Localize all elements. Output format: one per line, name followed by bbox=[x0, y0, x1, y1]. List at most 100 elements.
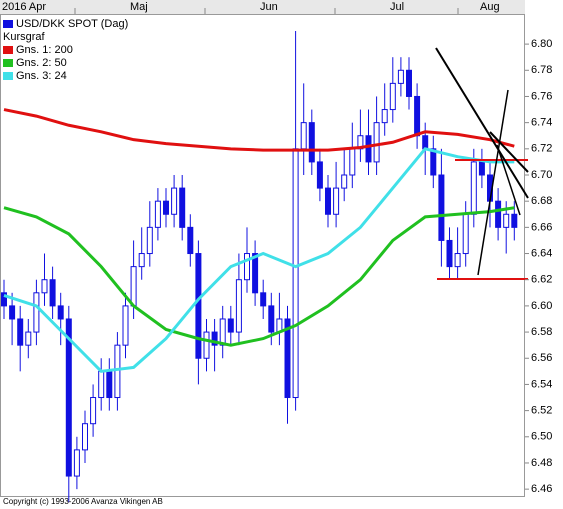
candle-body bbox=[65, 318, 72, 477]
candle-body bbox=[211, 331, 218, 346]
candle-body bbox=[284, 318, 291, 399]
month-label: Aug bbox=[480, 1, 500, 13]
candle-body bbox=[33, 292, 40, 333]
copyright: Copyright (c) 1993-2006 Avanza Vikingen … bbox=[3, 497, 163, 506]
y-tick-label: 6.52 bbox=[531, 405, 552, 417]
candle-body bbox=[349, 148, 356, 176]
candle-body bbox=[49, 279, 56, 307]
candle-body bbox=[146, 226, 153, 255]
candle-body bbox=[308, 122, 315, 163]
month-label: 2016 Apr bbox=[2, 1, 46, 13]
candle-body bbox=[41, 279, 48, 294]
candle-body bbox=[82, 423, 88, 451]
candle-body bbox=[25, 331, 32, 346]
candle-body bbox=[430, 148, 437, 176]
candle-body bbox=[122, 305, 129, 346]
candle-body bbox=[98, 370, 105, 399]
month-label: Jul bbox=[390, 1, 404, 13]
y-tick-label: 6.72 bbox=[531, 143, 552, 155]
candle-body bbox=[446, 239, 453, 268]
y-tick-label: 6.64 bbox=[531, 247, 552, 259]
candle-body bbox=[219, 318, 226, 346]
candle-body bbox=[365, 135, 372, 163]
candle-body bbox=[503, 213, 510, 228]
candle-body bbox=[1, 292, 7, 307]
candle-body bbox=[470, 161, 477, 215]
candle-body bbox=[422, 135, 429, 150]
candle-body bbox=[260, 292, 267, 307]
candle-body bbox=[17, 318, 24, 346]
legend-label: Gns. 1: 200 bbox=[16, 44, 73, 56]
candle-body bbox=[333, 187, 340, 215]
candle-body bbox=[179, 187, 186, 228]
candle-body bbox=[154, 200, 161, 228]
legend-label: Gns. 2: 50 bbox=[16, 57, 67, 69]
y-tick-label: 6.48 bbox=[531, 457, 552, 469]
y-tick-label: 6.68 bbox=[531, 195, 552, 207]
candle-body bbox=[325, 187, 331, 215]
candle-body bbox=[235, 279, 242, 333]
y-tick-label: 6.50 bbox=[531, 431, 552, 443]
candle-body bbox=[252, 253, 259, 294]
y-tick-label: 6.66 bbox=[531, 221, 552, 233]
candle-body bbox=[462, 213, 469, 255]
candle-body bbox=[438, 174, 445, 241]
legend-label: Gns. 3: 24 bbox=[16, 70, 67, 82]
candle-body bbox=[244, 253, 250, 281]
candle-body bbox=[316, 161, 323, 189]
y-tick-label: 6.56 bbox=[531, 352, 552, 364]
month-strip bbox=[0, 0, 525, 14]
legend-swatch bbox=[3, 20, 13, 28]
legend-label: Kursgraf bbox=[3, 31, 46, 43]
y-tick-label: 6.58 bbox=[531, 326, 552, 338]
candle-body bbox=[187, 226, 194, 255]
moving-average bbox=[3, 108, 515, 152]
candle-body bbox=[495, 200, 502, 228]
candle-body bbox=[268, 305, 275, 333]
candle-body bbox=[138, 253, 145, 268]
y-tick-label: 6.60 bbox=[531, 300, 552, 312]
candle-body bbox=[9, 305, 16, 320]
candle-body bbox=[397, 69, 404, 84]
drawn-annotations bbox=[435, 47, 529, 280]
candle-body bbox=[57, 305, 64, 320]
candle-body bbox=[389, 82, 396, 111]
legend: USD/DKK SPOT (Dag) Kursgraf Gns. 1: 200G… bbox=[3, 18, 128, 82]
candle-body bbox=[163, 200, 169, 215]
legend-swatch bbox=[3, 72, 13, 80]
y-tick-label: 6.54 bbox=[531, 378, 552, 390]
candle-body bbox=[114, 344, 121, 399]
candle-body bbox=[414, 95, 421, 137]
candle-body bbox=[130, 266, 137, 307]
candle-body bbox=[381, 109, 388, 124]
candle-body bbox=[478, 161, 485, 176]
candle-body bbox=[511, 213, 518, 228]
candle-body bbox=[341, 174, 348, 189]
candle-body bbox=[292, 148, 299, 399]
candle-body bbox=[227, 318, 234, 333]
y-tick-label: 6.78 bbox=[531, 64, 552, 76]
candle-body bbox=[373, 122, 380, 163]
y-tick-label: 6.80 bbox=[531, 38, 552, 50]
candle-body bbox=[90, 397, 97, 425]
month-label: Jun bbox=[260, 1, 278, 13]
candle-body bbox=[406, 69, 412, 97]
candle-body bbox=[300, 122, 307, 150]
legend-label: USD/DKK SPOT (Dag) bbox=[16, 18, 128, 30]
candle-body bbox=[106, 370, 113, 399]
legend-swatch bbox=[3, 59, 13, 67]
moving-average bbox=[3, 147, 515, 373]
y-tick-label: 6.62 bbox=[531, 274, 552, 286]
y-tick-label: 6.70 bbox=[531, 169, 552, 181]
month-separators bbox=[74, 8, 459, 14]
plot-border bbox=[0, 14, 525, 497]
candle-body bbox=[73, 449, 80, 477]
candle-body bbox=[454, 253, 461, 268]
y-tick-label: 6.46 bbox=[531, 483, 552, 495]
y-tick-label: 6.76 bbox=[531, 90, 552, 102]
moving-average bbox=[3, 206, 515, 347]
y-tick-label: 6.74 bbox=[531, 117, 552, 129]
candle-body bbox=[203, 331, 210, 359]
candle-body bbox=[195, 253, 202, 359]
